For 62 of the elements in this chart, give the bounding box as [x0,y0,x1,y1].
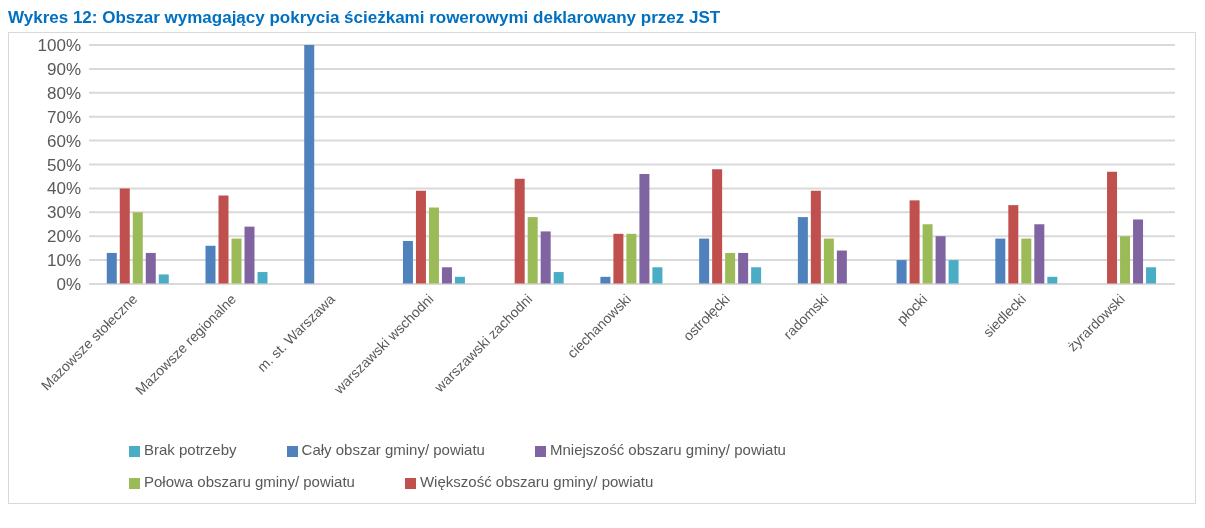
y-tick-label: 70% [46,107,81,127]
bar [909,200,920,284]
bar [257,272,268,284]
bar [145,252,156,284]
bar [119,188,130,284]
bar [948,260,959,284]
bar [441,267,452,284]
bar [652,267,663,284]
bar [935,236,946,284]
bar [1120,236,1131,284]
bar [1008,205,1019,284]
bar [712,169,723,284]
bar [415,190,426,284]
bar [613,233,624,284]
bar [428,207,439,284]
legend-label: Połowa obszaru gminy/ powiatu [144,473,355,490]
bar [823,238,834,284]
bar [514,178,525,284]
y-tick-label: 30% [46,203,81,223]
legend-label: Cały obszar gminy/ powiatu [301,441,485,458]
y-tick-label: 50% [46,155,81,175]
bar [810,190,821,284]
bar [106,252,117,284]
bar [205,245,216,284]
y-tick-label: 90% [46,59,81,79]
bar [797,217,808,284]
bar [626,233,637,284]
y-tick-label: 0% [56,275,81,295]
legend-label: Mniejszość obszaru gminy/ powiatu [549,441,786,458]
bar [896,260,907,284]
y-tick-label: 60% [46,131,81,151]
legend-label: Brak potrzeby [144,441,237,458]
bar [995,238,1006,284]
bar [1133,219,1144,284]
bar [639,174,650,284]
bar [244,226,255,284]
chart-title: Wykres 12: Obszar wymagający pokrycia ścieżkami rowerowymi deklarowany przez JST [8,8,722,28]
bar [1021,238,1032,284]
bar [527,217,538,284]
bar [553,272,564,284]
y-tick-label: 10% [46,251,81,271]
bar [132,212,143,284]
bar [304,45,315,284]
y-tick-label: 40% [46,179,81,199]
bar [158,274,169,284]
bar [218,195,229,284]
bar [1034,224,1045,284]
legend-label: Większość obszaru gminy/ powiatu [419,473,654,490]
y-tick-label: 20% [46,227,81,247]
y-tick-label: 100% [37,36,81,56]
y-tick-label: 80% [46,83,81,103]
bar [231,238,242,284]
bar [738,252,749,284]
bar [1146,267,1157,284]
bar [725,252,736,284]
bar [922,224,933,284]
bar [402,240,413,284]
bar [1107,171,1118,284]
bar [751,267,762,284]
bar [836,250,847,284]
bar [540,231,551,284]
bar [699,238,710,284]
